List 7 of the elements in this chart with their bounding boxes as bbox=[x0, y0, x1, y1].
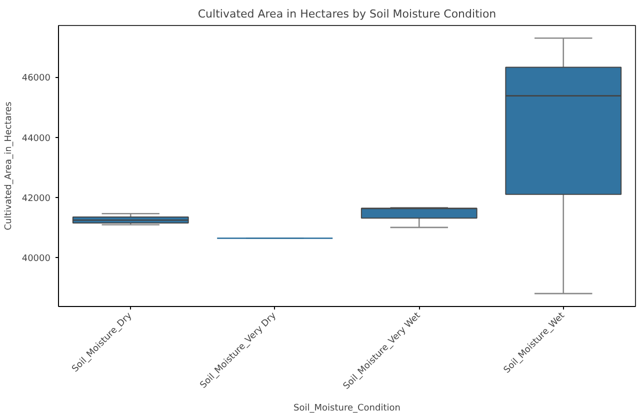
y-axis-title: Cultivated_Area_in_Hectares bbox=[4, 101, 14, 230]
y-tick-label: 40000 bbox=[22, 254, 51, 264]
y-tick-label: 46000 bbox=[22, 74, 51, 84]
y-tick-label: 42000 bbox=[22, 194, 51, 204]
x-axis-title: Soil_Moisture_Condition bbox=[294, 403, 400, 414]
y-tick-label: 44000 bbox=[22, 134, 51, 144]
chart-title: Cultivated Area in Hectares by Soil Moisture Condition bbox=[198, 8, 496, 20]
